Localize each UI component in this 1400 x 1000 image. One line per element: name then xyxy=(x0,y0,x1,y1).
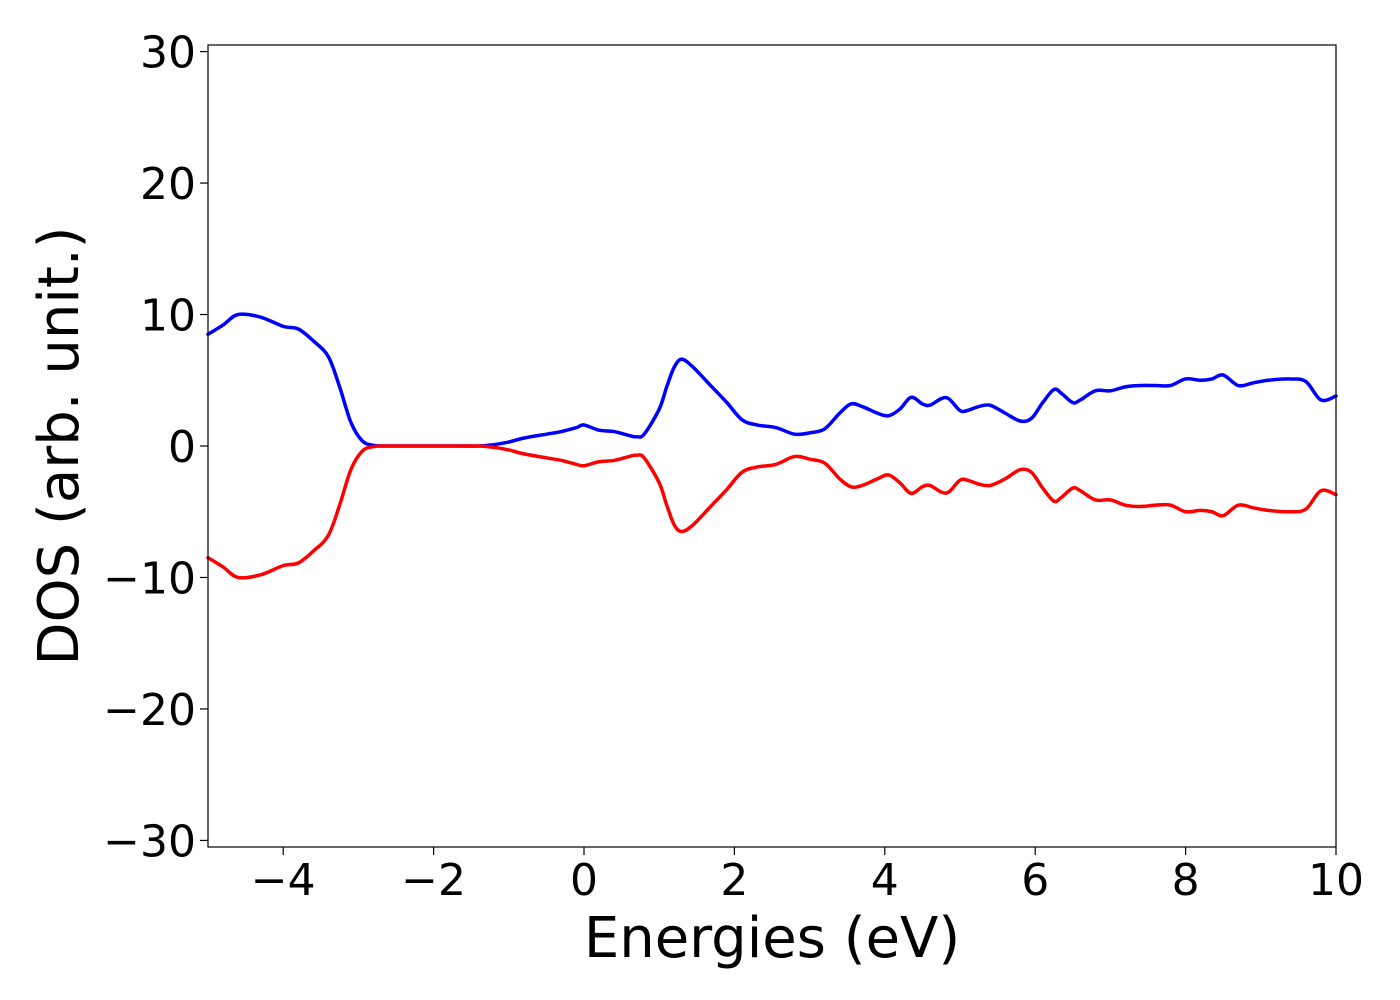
x-tick-label: 6 xyxy=(1021,855,1049,906)
x-axis-ticks: −4 −2 0 2 4 6 8 10 xyxy=(251,847,1364,906)
x-axis-label: Energies (eV) xyxy=(584,906,960,971)
y-tick-label: −10 xyxy=(103,553,196,604)
y-tick-label: 10 xyxy=(140,291,196,342)
x-tick-label: 10 xyxy=(1308,855,1364,906)
x-tick-label: 2 xyxy=(720,855,748,906)
x-tick-label: −4 xyxy=(251,855,316,906)
y-tick-label: −30 xyxy=(103,816,196,867)
x-tick-label: 8 xyxy=(1172,855,1200,906)
y-tick-label: 30 xyxy=(140,28,196,79)
x-tick-label: −2 xyxy=(401,855,466,906)
y-axis-ticks: 30 20 10 0 −10 −20 −30 xyxy=(103,28,208,867)
y-tick-label: 20 xyxy=(140,159,196,210)
x-tick-label: 4 xyxy=(871,855,899,906)
series-layer xyxy=(206,312,1338,580)
x-tick-label: 0 xyxy=(570,855,598,906)
y-tick-label: 0 xyxy=(168,422,196,473)
y-tick-label: −20 xyxy=(103,685,196,736)
series-line-2 xyxy=(206,444,1338,580)
y-axis-label: DOS (arb. unit.) xyxy=(27,226,92,665)
